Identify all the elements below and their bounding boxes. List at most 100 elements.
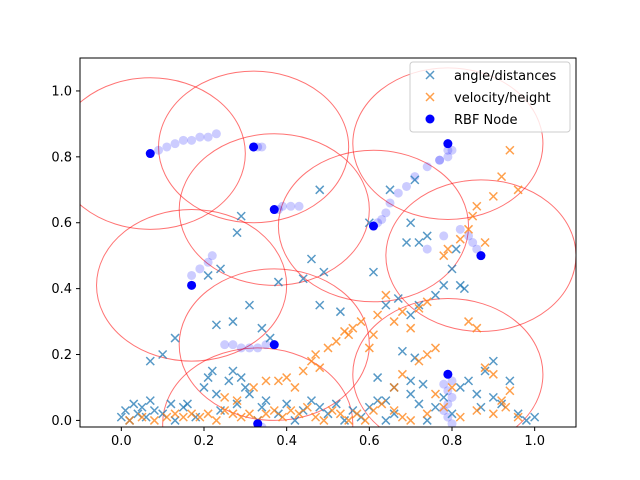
angle-distance-point [244, 300, 254, 310]
velocity-height-point [488, 191, 498, 201]
node-trail-point [278, 201, 288, 211]
y-tick-label: 0.2 [51, 348, 72, 363]
velocity-height-point [472, 405, 482, 416]
angle-distance-point [216, 405, 226, 416]
velocity-height-point [282, 373, 292, 383]
angle-distance-point [290, 415, 300, 425]
legend-marker-velocity [425, 92, 435, 102]
velocity-height-point [269, 405, 279, 416]
velocity-height-point [220, 392, 230, 402]
node-trail-point [381, 208, 391, 218]
velocity-height-point [306, 356, 316, 366]
velocity-height-point [455, 412, 465, 422]
node-trail-point [443, 152, 453, 162]
velocity-height-point [480, 237, 490, 248]
angle-distance-point [381, 415, 391, 425]
node-trail-point [385, 198, 395, 208]
velocity-height-point [228, 409, 238, 419]
velocity-height-point [513, 185, 523, 195]
data-points [116, 139, 540, 427]
velocity-height-point [488, 369, 498, 379]
angle-distance-point [430, 290, 440, 300]
angle-distance-point [397, 346, 407, 356]
velocity-height-point [377, 399, 387, 409]
angle-distance-point [410, 175, 420, 185]
velocity-height-point [480, 363, 490, 373]
angle-distance-point [381, 300, 391, 310]
angle-distance-point [530, 412, 540, 422]
rbf-circle [178, 268, 370, 421]
velocity-height-point [397, 412, 407, 422]
angle-distance-point [261, 396, 271, 406]
node-trail-point [435, 155, 445, 165]
angle-distance-point [211, 320, 221, 330]
node-trail-point [207, 251, 217, 261]
velocity-height-point [414, 303, 424, 313]
velocity-height-point [236, 412, 246, 422]
y-tick-label: 1.0 [51, 84, 72, 99]
angle-distance-point [406, 310, 416, 320]
velocity-height-point [335, 409, 345, 419]
angle-distance-point [340, 415, 350, 425]
legend: angle/distances velocity/height RBF Node [409, 61, 571, 133]
velocity-height-point [344, 415, 354, 425]
velocity-height-point [331, 336, 341, 346]
angle-distance-point [211, 389, 221, 399]
rbf-node-trails [145, 129, 486, 427]
angle-distance-point [389, 409, 399, 419]
rbf-circle [277, 149, 470, 303]
node-trail-point [377, 214, 387, 224]
rbf-node-point [443, 369, 453, 379]
velocity-height-point [302, 402, 312, 412]
velocity-height-point [368, 405, 378, 416]
velocity-height-point [352, 409, 362, 419]
node-trail-point [447, 419, 457, 427]
angle-distance-point [373, 373, 383, 383]
angle-distance-point [422, 415, 432, 425]
velocity-height-point [319, 415, 329, 425]
angle-distance-point [166, 399, 176, 409]
angle-distance-point [414, 300, 424, 310]
rbf-node-point [187, 280, 197, 290]
angle-distance-point [521, 415, 531, 425]
angle-distance-point [414, 237, 424, 248]
angle-distance-point [170, 333, 180, 343]
angle-distance-point [129, 399, 139, 409]
velocity-height-point [344, 330, 354, 340]
node-trail-point [187, 135, 197, 145]
angle-distance-point [406, 218, 416, 228]
velocity-height-point [389, 382, 399, 392]
angle-distance-point [199, 382, 209, 392]
velocity-height-point [389, 405, 399, 416]
legend-box [409, 61, 571, 133]
angle-distance-point [236, 373, 246, 383]
legend-label: velocity/height [454, 91, 551, 106]
angle-distance-point [306, 396, 316, 406]
angle-distance-point [236, 211, 246, 221]
velocity-height-point [381, 290, 391, 300]
velocity-height-point [422, 409, 432, 419]
x-tick-label: 0.2 [194, 434, 215, 449]
node-trail-point [472, 244, 482, 254]
velocity-height-point [439, 402, 449, 412]
angle-distance-point [116, 412, 126, 422]
node-trail-point [294, 201, 304, 211]
velocity-height-point [464, 224, 474, 234]
node-trail-point [211, 129, 221, 139]
node-trail-point [447, 376, 457, 386]
velocity-height-point [464, 317, 474, 327]
angle-distance-point [306, 254, 316, 264]
rbf-node-point [476, 251, 486, 261]
node-trail-point [393, 188, 403, 198]
velocity-height-point [315, 363, 325, 373]
angle-distance-point [319, 267, 329, 277]
velocity-height-point [447, 382, 457, 392]
velocity-height-point [278, 412, 288, 422]
angle-distance-point [141, 412, 151, 422]
angle-distance-point [488, 392, 498, 402]
x-tick-label: 0.8 [442, 434, 463, 449]
angle-distance-point [182, 399, 192, 409]
angle-distance-point [459, 284, 469, 294]
angle-distance-point [447, 409, 457, 419]
velocity-height-point [422, 297, 432, 307]
